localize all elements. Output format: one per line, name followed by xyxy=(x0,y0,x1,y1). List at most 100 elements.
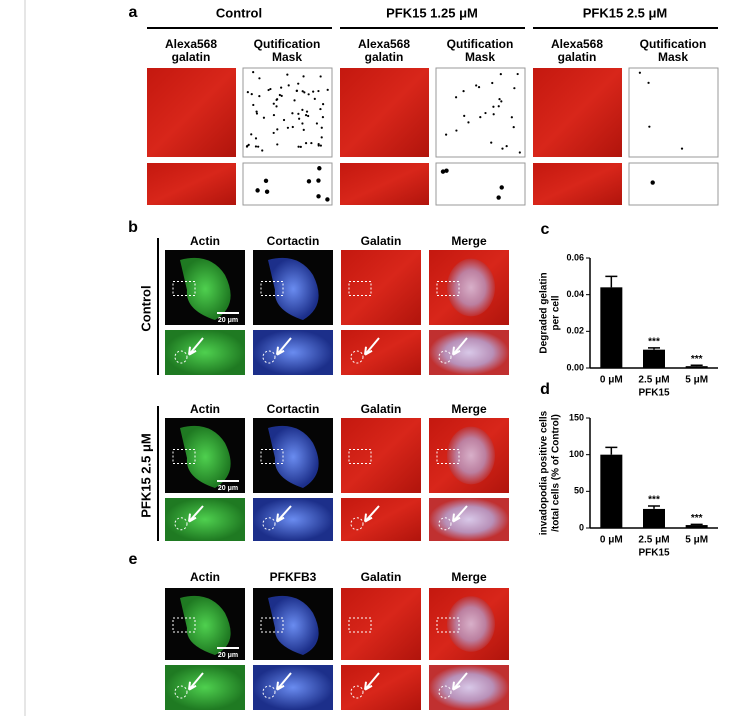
mask-dot xyxy=(254,145,258,148)
mask-dot xyxy=(250,133,253,136)
zoom-image xyxy=(165,498,245,541)
mask-dot xyxy=(307,114,310,118)
column-label: Galatin xyxy=(361,570,402,584)
arrow xyxy=(188,337,204,356)
scale-bar-label: 20 μm xyxy=(218,652,238,659)
arrow xyxy=(452,672,468,691)
cell xyxy=(268,595,319,655)
zoom-image xyxy=(341,330,421,375)
panel-letter: e xyxy=(129,551,138,568)
panel-letter: d xyxy=(540,381,550,398)
mask-dot xyxy=(638,71,641,74)
mask-dot xyxy=(455,129,458,132)
roi-circle xyxy=(350,517,364,531)
mask-dot xyxy=(500,100,503,103)
mask-dot xyxy=(278,93,281,97)
column-label: PFKFB3 xyxy=(270,570,317,584)
cell xyxy=(447,258,495,317)
mask-dot xyxy=(295,89,299,92)
micro-image xyxy=(341,250,421,325)
mask-dot xyxy=(305,110,309,113)
group-title: Control xyxy=(216,5,262,20)
mask-dot xyxy=(258,95,261,98)
mask-dot xyxy=(250,93,253,96)
zoom-image xyxy=(165,330,245,375)
mask-dot xyxy=(477,86,481,89)
mask-dot xyxy=(252,103,255,107)
mask-dot xyxy=(650,180,655,185)
arrow xyxy=(276,337,292,356)
mask-dot xyxy=(310,141,313,145)
mask-image xyxy=(628,67,719,158)
mask-dot xyxy=(316,178,321,183)
bar xyxy=(600,454,623,528)
error-bar xyxy=(690,523,703,526)
roi-box xyxy=(260,617,284,633)
mask-dot xyxy=(272,102,275,105)
mask-dot xyxy=(263,178,269,183)
mask-dot xyxy=(313,97,316,101)
column-label: Actin xyxy=(190,570,220,584)
roi-box xyxy=(260,281,284,296)
arrow xyxy=(452,337,468,356)
y-tick-label: 0 xyxy=(579,522,584,532)
arrow xyxy=(276,672,292,691)
y-axis-label: per cell xyxy=(551,295,562,330)
mask-dot xyxy=(513,87,516,90)
column-label: Mask xyxy=(658,50,688,64)
zoom-image xyxy=(429,665,509,710)
roi-circle xyxy=(350,685,364,699)
error-bar xyxy=(605,275,618,288)
roi-circle xyxy=(438,350,452,364)
mask-dot xyxy=(293,99,296,102)
cell xyxy=(268,425,319,488)
mask-dot xyxy=(510,116,513,119)
arrow xyxy=(364,672,380,691)
mask-dot xyxy=(319,75,322,78)
mask-dot xyxy=(440,169,446,174)
column-label: Actin xyxy=(190,402,220,416)
row-label: PFK15 2.5 μM xyxy=(138,433,153,518)
mask-dot xyxy=(315,122,319,125)
bar xyxy=(643,349,665,368)
roi-box xyxy=(172,281,196,296)
mask-dot xyxy=(496,195,501,200)
zoom-image xyxy=(253,665,333,710)
gelatin-image xyxy=(147,163,236,205)
mask-image xyxy=(628,162,719,206)
gelatin-image xyxy=(340,68,429,157)
mask-dot xyxy=(269,87,272,91)
mask-image xyxy=(435,162,526,206)
y-tick-label: 50 xyxy=(574,486,584,496)
y-tick-label: 0.02 xyxy=(566,326,584,336)
mask-dot xyxy=(280,86,283,89)
x-axis-label: PFK15 xyxy=(638,388,670,399)
y-tick-label: 100 xyxy=(569,449,584,459)
mask-dot xyxy=(272,131,275,135)
column-label: galatin xyxy=(172,50,211,64)
roi-box xyxy=(348,449,372,464)
roi-circle xyxy=(174,350,188,364)
mask-dot xyxy=(463,114,466,117)
mask-dot xyxy=(467,121,470,124)
panel-letter: a xyxy=(129,4,138,21)
error-bar xyxy=(690,364,703,367)
roi-circle xyxy=(262,685,276,699)
column-label: Merge xyxy=(451,570,487,584)
mask-dot xyxy=(326,88,329,91)
mask-dot xyxy=(501,147,504,150)
roi-box xyxy=(172,617,196,633)
mask-dot xyxy=(454,96,458,99)
column-label: Actin xyxy=(190,234,220,248)
mask-dot xyxy=(302,128,305,131)
y-axis-label: invadopodia positive cells xyxy=(539,410,550,535)
roi-box xyxy=(348,617,372,633)
mask-dot xyxy=(276,143,279,146)
roi-box xyxy=(436,449,460,464)
mask-dot xyxy=(462,89,465,93)
mask-dot xyxy=(286,126,290,129)
error-bar xyxy=(648,505,660,509)
significance: *** xyxy=(691,513,703,524)
micro-image xyxy=(341,588,421,660)
cell xyxy=(268,257,319,320)
